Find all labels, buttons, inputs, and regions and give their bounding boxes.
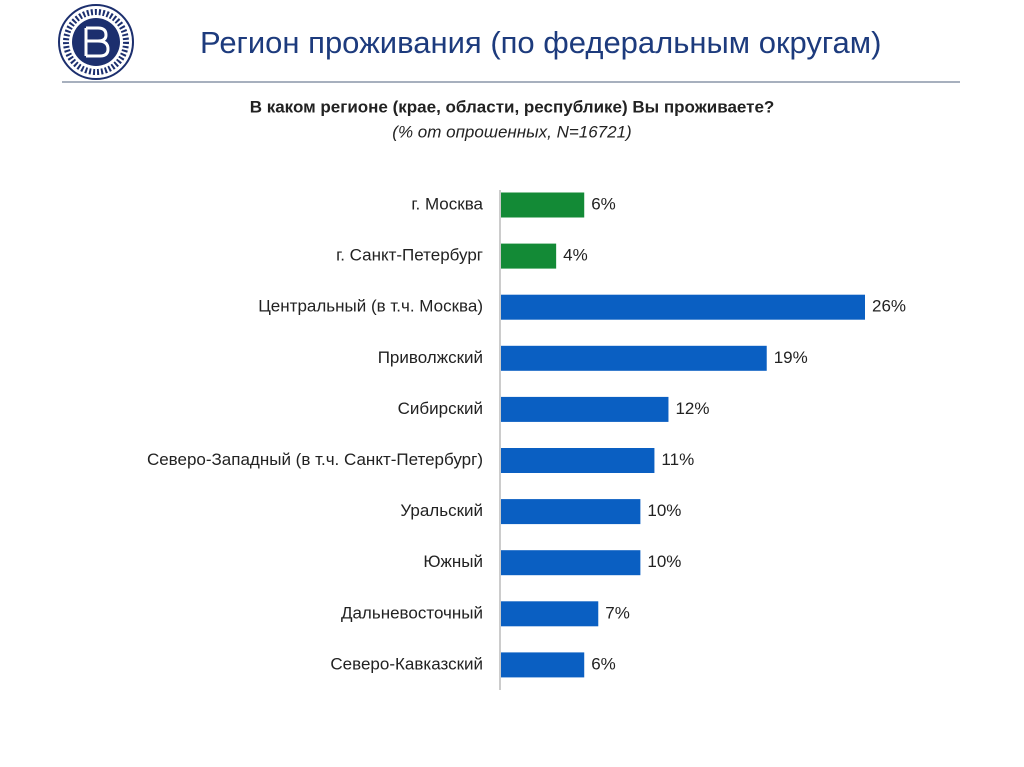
slide-title: Регион проживания (по федеральным округа…	[200, 25, 881, 60]
bar	[501, 243, 557, 269]
value-label: 6%	[591, 654, 616, 673]
value-label: 10%	[647, 501, 681, 520]
category-label: Северо-Кавказский	[330, 654, 483, 673]
value-label: 11%	[661, 450, 694, 469]
bar	[501, 601, 599, 627]
bar	[501, 294, 865, 320]
bar	[501, 499, 641, 525]
category-label: г. Москва	[411, 194, 483, 213]
category-label: Центральный (в т.ч. Москва)	[258, 297, 483, 316]
category-label: г. Санкт-Петербург	[336, 246, 483, 265]
category-label: Уральский	[400, 501, 483, 520]
category-label: Северо-Западный (в т.ч. Санкт-Петербург)	[147, 450, 483, 469]
value-label: 7%	[605, 603, 630, 622]
chart-title: В каком регионе (крае, области, республи…	[250, 97, 775, 116]
value-label: 12%	[675, 399, 709, 418]
bar	[501, 396, 669, 422]
bar	[501, 345, 767, 371]
bar	[501, 652, 585, 678]
category-label: Сибирский	[398, 399, 483, 418]
value-label: 6%	[591, 194, 616, 213]
category-label: Приволжский	[378, 348, 483, 367]
value-label: 10%	[647, 552, 681, 571]
value-label: 19%	[774, 348, 808, 367]
bar	[501, 192, 585, 218]
category-label: Южный	[423, 552, 483, 571]
chart-subtitle: (% от опрошенных, N=16721)	[392, 122, 631, 141]
bar	[501, 550, 641, 576]
category-label: Дальневосточный	[341, 603, 483, 622]
logo	[58, 4, 134, 80]
value-label: 26%	[872, 297, 906, 316]
bar	[501, 448, 655, 473]
value-label: 4%	[563, 246, 588, 265]
